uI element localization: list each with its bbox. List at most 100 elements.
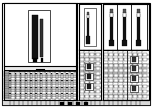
Bar [103, 4, 149, 100]
Bar [37, 72, 40, 75]
Bar [117, 4, 133, 50]
Bar [52, 96, 56, 98]
Bar [32, 96, 35, 98]
Bar [138, 53, 142, 56]
Bar [26, 89, 30, 91]
Bar [73, 72, 76, 75]
Bar [96, 58, 100, 61]
Bar [11, 89, 14, 91]
Bar [130, 65, 138, 72]
Bar [133, 84, 136, 87]
Bar [37, 82, 40, 84]
Bar [130, 85, 138, 92]
Bar [4, 97, 9, 99]
Bar [11, 80, 14, 82]
Bar [87, 12, 89, 15]
Bar [143, 95, 147, 98]
Bar [32, 72, 35, 75]
Bar [26, 82, 30, 84]
Bar [137, 9, 140, 13]
Bar [63, 80, 66, 82]
Bar [96, 90, 100, 93]
Bar [73, 96, 76, 98]
Bar [63, 84, 66, 87]
Bar [138, 95, 142, 98]
Bar [68, 89, 71, 91]
Bar [73, 82, 76, 84]
Bar [119, 64, 123, 67]
Bar [37, 87, 40, 89]
Bar [85, 81, 88, 84]
Bar [76, 102, 80, 105]
Bar [4, 3, 76, 67]
Bar [85, 67, 88, 70]
Bar [42, 75, 45, 77]
Bar [143, 79, 147, 82]
Bar [21, 82, 25, 84]
Bar [80, 53, 83, 56]
Bar [96, 86, 100, 89]
Bar [84, 8, 96, 46]
Bar [114, 74, 117, 77]
Bar [114, 64, 117, 67]
Bar [124, 74, 128, 77]
Bar [32, 15, 38, 59]
Bar [128, 95, 131, 98]
Bar [57, 77, 61, 80]
Bar [90, 53, 93, 56]
Bar [57, 84, 61, 87]
Bar [73, 91, 76, 94]
Bar [42, 89, 45, 91]
Bar [63, 87, 66, 89]
Bar [37, 96, 40, 98]
Bar [63, 96, 66, 98]
Bar [90, 67, 93, 70]
Bar [32, 89, 35, 91]
Bar [133, 79, 136, 82]
Bar [73, 77, 76, 80]
Bar [68, 102, 72, 105]
Bar [119, 95, 123, 98]
Bar [47, 72, 51, 75]
Bar [114, 95, 117, 98]
Bar [21, 87, 25, 89]
Bar [80, 81, 83, 84]
Bar [124, 58, 128, 61]
Bar [104, 64, 107, 67]
Bar [104, 79, 107, 82]
Bar [4, 70, 76, 100]
Bar [11, 91, 14, 94]
Bar [119, 69, 123, 72]
Bar [68, 72, 71, 75]
Bar [128, 90, 131, 93]
Bar [68, 91, 71, 94]
Bar [57, 80, 61, 82]
Bar [40, 19, 43, 57]
Bar [96, 95, 100, 98]
Bar [37, 94, 40, 96]
Bar [119, 53, 123, 56]
Bar [90, 90, 93, 93]
Bar [16, 72, 20, 75]
Bar [37, 75, 40, 77]
Bar [87, 84, 91, 89]
Bar [11, 72, 14, 75]
Bar [41, 58, 43, 62]
Bar [47, 82, 51, 84]
Bar [57, 72, 61, 75]
Bar [128, 53, 131, 56]
Bar [47, 96, 51, 98]
Bar [119, 84, 123, 87]
Bar [96, 76, 100, 79]
Bar [16, 87, 20, 89]
Bar [57, 75, 61, 77]
Bar [132, 66, 136, 71]
Bar [90, 81, 93, 84]
Bar [96, 72, 100, 75]
Bar [80, 86, 83, 89]
Bar [16, 91, 20, 94]
Bar [52, 75, 56, 77]
Bar [87, 74, 91, 79]
Bar [85, 86, 88, 89]
Bar [57, 91, 61, 94]
